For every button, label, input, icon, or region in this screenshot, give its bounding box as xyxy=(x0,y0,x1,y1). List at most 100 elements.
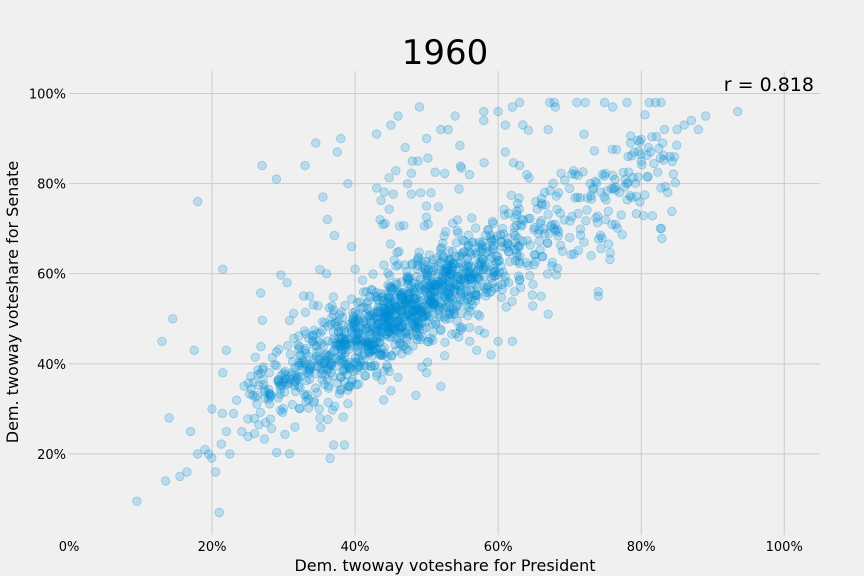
scatter-point xyxy=(575,230,586,240)
scatter-point xyxy=(488,268,499,278)
scatter-point xyxy=(475,311,485,321)
scatter-point xyxy=(380,312,391,322)
scatter-point xyxy=(246,371,256,382)
scatter-point xyxy=(315,328,325,338)
scatter-point xyxy=(288,367,298,377)
scatter-point xyxy=(250,392,261,402)
scatter-point xyxy=(611,144,622,155)
scatter-point xyxy=(593,291,604,301)
scatter-point xyxy=(532,204,542,214)
scatter-point xyxy=(391,346,401,356)
scatter-point xyxy=(323,414,333,425)
scatter-point xyxy=(301,376,312,386)
scatter-point xyxy=(481,287,491,297)
scatter-point xyxy=(464,292,475,303)
scatter-point xyxy=(421,275,432,286)
scatter-point xyxy=(335,385,345,396)
scatter-point xyxy=(417,313,428,323)
scatter-point xyxy=(393,111,403,121)
scatter-point xyxy=(331,340,341,350)
scatter-point xyxy=(391,261,401,271)
scatter-point xyxy=(466,250,477,260)
y-tick-label: 40% xyxy=(37,358,66,373)
scatter-point xyxy=(626,192,637,203)
scatter-point xyxy=(254,420,264,430)
scatter-point xyxy=(506,190,517,201)
scatter-point xyxy=(549,223,559,234)
scatter-point xyxy=(391,304,401,315)
scatter-point xyxy=(335,310,345,320)
scatter-point xyxy=(395,287,406,297)
scatter-point xyxy=(325,358,335,369)
scatter-point xyxy=(383,319,393,330)
scatter-point xyxy=(610,219,621,230)
scatter-point xyxy=(412,305,423,316)
scatter-point xyxy=(357,340,368,350)
scatter-point xyxy=(403,292,414,302)
scatter-point xyxy=(323,374,333,385)
scatter-point xyxy=(350,334,360,345)
scatter-point xyxy=(400,328,411,338)
scatter-point xyxy=(398,292,408,302)
scatter-point xyxy=(439,292,450,302)
scatter-point xyxy=(371,345,382,355)
scatter-point xyxy=(336,348,347,358)
scatter-point xyxy=(443,260,454,271)
scatter-point xyxy=(363,338,373,348)
scatter-point xyxy=(616,210,626,220)
scatter-point xyxy=(338,356,349,367)
scatter-point xyxy=(264,368,275,378)
scatter-point xyxy=(474,260,485,270)
scatter-point xyxy=(266,390,276,400)
scatter-point xyxy=(189,345,199,356)
scatter-point xyxy=(493,256,504,266)
scatter-point xyxy=(299,389,310,400)
scatter-point xyxy=(267,352,278,363)
scatter-point xyxy=(631,191,642,202)
scatter-point xyxy=(327,358,337,368)
scatter-point xyxy=(432,292,443,302)
scatter-point xyxy=(334,341,344,351)
x-tick-label: 20% xyxy=(198,540,227,555)
scatter-point xyxy=(428,327,438,337)
scatter-point xyxy=(440,266,450,276)
scatter-point xyxy=(552,263,563,274)
scatter-point xyxy=(390,293,400,304)
scatter-point xyxy=(459,246,470,257)
scatter-point xyxy=(387,351,397,361)
scatter-point xyxy=(527,290,538,300)
scatter-point xyxy=(346,333,356,343)
scatter-point xyxy=(461,268,471,278)
scatter-point xyxy=(400,327,410,337)
scatter-point xyxy=(393,312,403,322)
scatter-point xyxy=(490,271,500,281)
scatter-point xyxy=(459,295,469,305)
scatter-point xyxy=(477,241,487,251)
scatter-point xyxy=(458,261,468,272)
scatter-point xyxy=(444,287,454,298)
scatter-point xyxy=(346,325,357,336)
scatter-point xyxy=(337,334,348,344)
scatter-point xyxy=(444,246,455,256)
x-tick-label: 100% xyxy=(766,540,803,555)
scatter-point xyxy=(349,319,360,330)
scatter-point xyxy=(452,271,462,282)
scatter-point xyxy=(522,169,532,180)
scatter-point xyxy=(404,305,414,316)
scatter-point xyxy=(280,429,290,440)
scatter-point xyxy=(265,414,276,424)
scatter-point xyxy=(349,329,360,339)
scatter-point xyxy=(273,375,284,386)
scatter-point xyxy=(424,311,434,321)
scatter-point xyxy=(263,394,274,404)
scatter-point xyxy=(612,223,623,233)
scatter-point xyxy=(336,372,346,382)
scatter-point xyxy=(339,326,349,336)
scatter-point xyxy=(294,331,304,341)
scatter-point xyxy=(494,267,505,278)
scatter-point xyxy=(396,323,406,333)
scatter-point xyxy=(248,390,258,401)
scatter-point xyxy=(617,229,628,240)
scatter-point xyxy=(545,185,555,196)
scatter-point xyxy=(486,272,497,283)
